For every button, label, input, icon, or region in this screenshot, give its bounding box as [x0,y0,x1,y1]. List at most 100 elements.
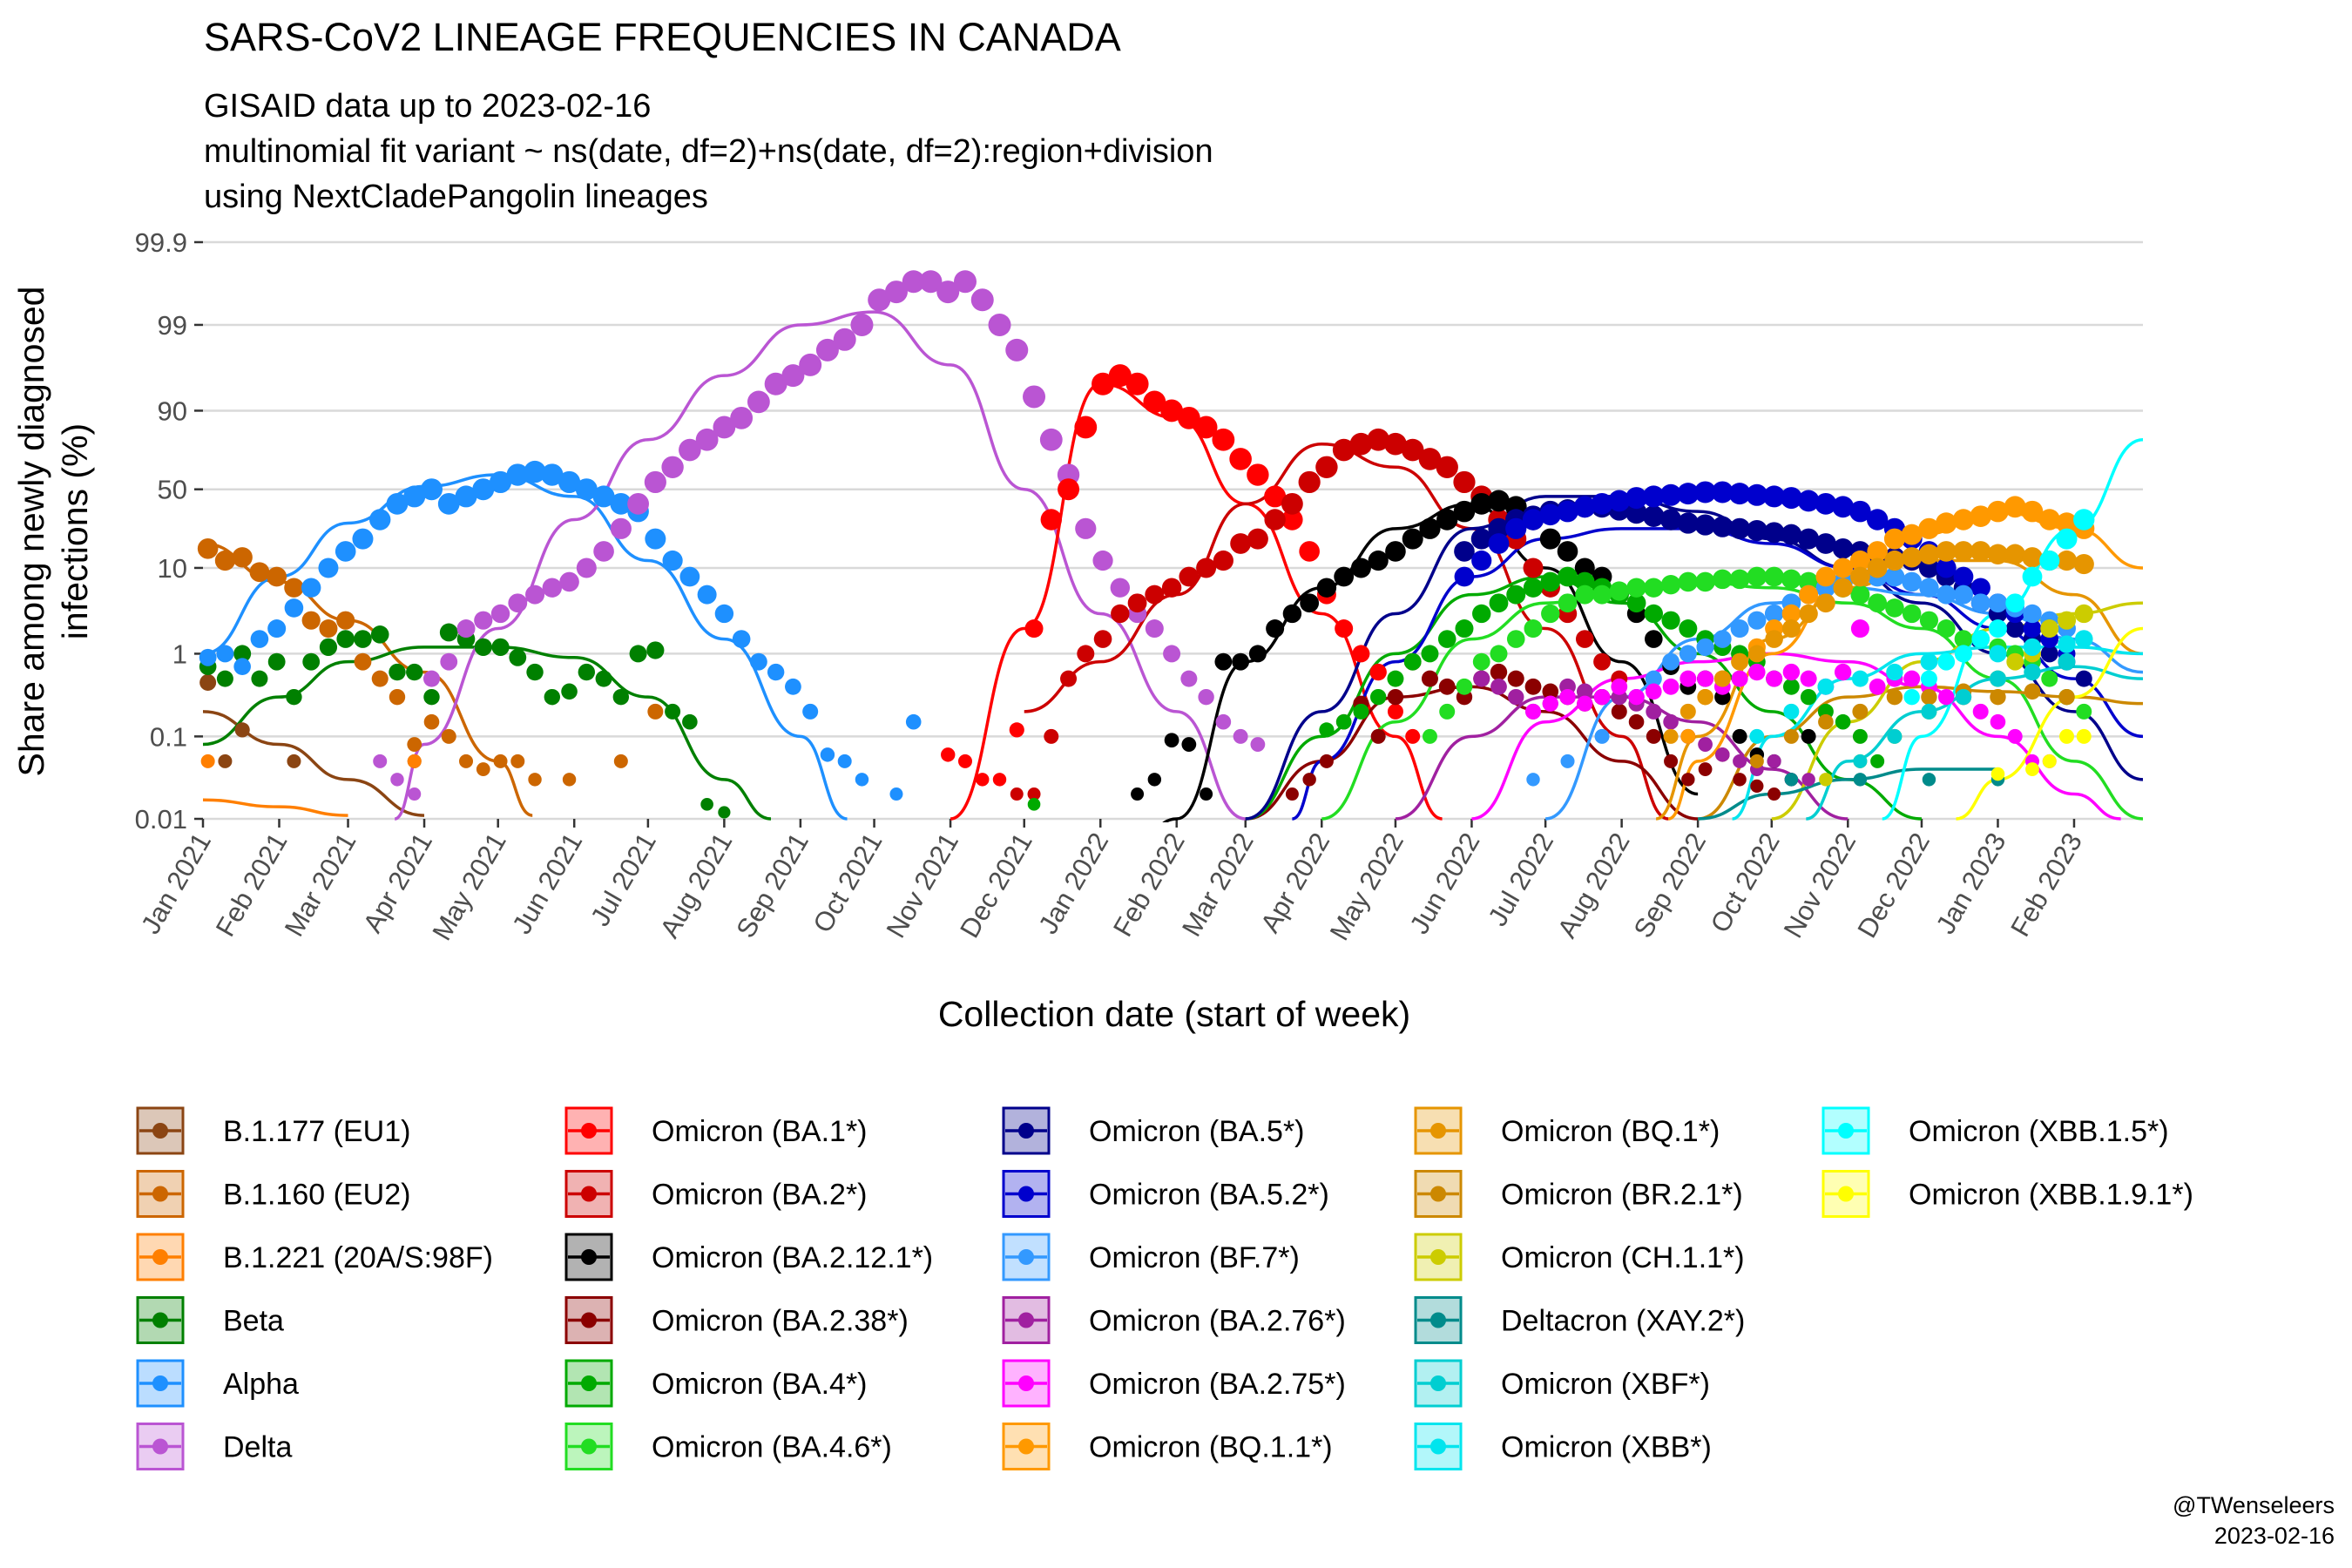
data-point [592,485,615,508]
data-point [1936,541,1957,562]
legend-dot [1018,1312,1034,1328]
data-point [1177,406,1200,429]
x-tick-label: Oct 2021 [807,828,888,937]
data-point [1801,728,1816,744]
data-point [1731,652,1749,671]
data-point [526,663,544,681]
data-point [1919,611,1939,630]
x-tick-label: Jan 2022 [1032,828,1114,939]
data-point [1591,492,1613,515]
x-tick-label: Feb 2023 [2004,828,2088,942]
data-point [2040,619,2059,639]
legend-label: Omicron (XBF*) [1501,1368,1710,1401]
legend-dot [1430,1312,1446,1328]
data-point [561,683,578,700]
data-point [714,604,734,624]
data-point [1525,703,1542,720]
legend-dot [581,1249,597,1265]
data-point [1747,566,1767,587]
data-point [1902,571,1922,592]
data-point [354,630,372,648]
data-point [1936,619,1956,639]
data-point [1730,619,1749,639]
data-point [1557,541,1578,562]
data-point [1920,670,1937,687]
data-point [509,648,527,666]
data-point [1660,575,1681,595]
data-point [2059,728,2075,744]
data-point [1646,683,1662,700]
data-point [558,470,581,494]
data-point [371,670,389,687]
data-point [1419,517,1441,539]
data-point [1833,578,1853,598]
data-point [1990,767,2005,781]
data-point [1522,509,1544,531]
data-point [1212,428,1235,451]
data-point [732,630,751,648]
data-point [1352,645,1370,663]
data-point [1074,416,1098,439]
data-point [1402,528,1423,550]
data-point [214,550,236,571]
x-tick-label: Sep 2021 [730,828,814,943]
data-point [407,754,422,768]
legend: B.1.177 (EU1) B.1.160 (EU2) B.1.221 (20A/S… [136,1106,2193,1470]
data-point [506,463,529,486]
data-point [1539,504,1562,526]
data-point [423,688,440,706]
data-point [1764,566,1785,587]
x-tick-label: Jan 2021 [135,828,217,939]
data-point [785,678,801,695]
legend-dot [1838,1186,1854,1202]
data-point [216,670,233,687]
data-point [1953,585,1973,605]
data-point [1750,779,1764,793]
data-point [1935,512,1957,534]
data-point [335,541,356,562]
data-point [1592,585,1612,605]
data-point [474,611,493,630]
data-point [286,688,302,706]
data-point [1264,509,1286,531]
data-point [440,652,458,671]
data-point [1849,550,1871,571]
data-point [1781,619,1801,639]
data-point [1644,604,1664,624]
data-point [644,470,666,494]
legend-item: Omicron (XBF*) [1414,1359,1710,1408]
data-point [682,713,698,730]
data-point [1194,416,1218,439]
data-point [1663,713,1679,730]
subtitle-line-2: multinomial fit variant ~ ns(date, df=2)… [204,133,1213,170]
legend-item: Omicron (BA.5.2*) [1002,1170,1329,1218]
x-tick-label: Jun 2022 [1403,828,1485,939]
data-point [1200,787,1213,801]
data-point [1694,481,1717,504]
data-point [476,762,490,776]
data-point [1884,566,1905,587]
legend-dot [1838,1123,1854,1139]
data-point [1490,678,1507,695]
data-point [919,270,943,294]
data-point [1680,670,1697,687]
x-tick-label: Sep 2022 [1628,828,1713,943]
data-point [1470,528,1492,550]
data-point [850,313,874,336]
data-point [1662,678,1680,695]
data-point [1918,544,1940,564]
data-point [1335,713,1352,730]
data-point [1955,688,1972,706]
data-point [747,390,770,414]
legend-dot [1430,1249,1446,1265]
data-point [1299,541,1320,562]
data-point [250,630,269,648]
data-point [613,754,628,768]
legend-item: Alpha [136,1359,299,1408]
data-point [1728,483,1751,505]
y-tick-label: 0.01 [135,804,187,835]
data-point [1472,604,1491,624]
data-point [1009,722,1024,738]
data-point [1697,670,1714,687]
data-point [1713,569,1733,590]
